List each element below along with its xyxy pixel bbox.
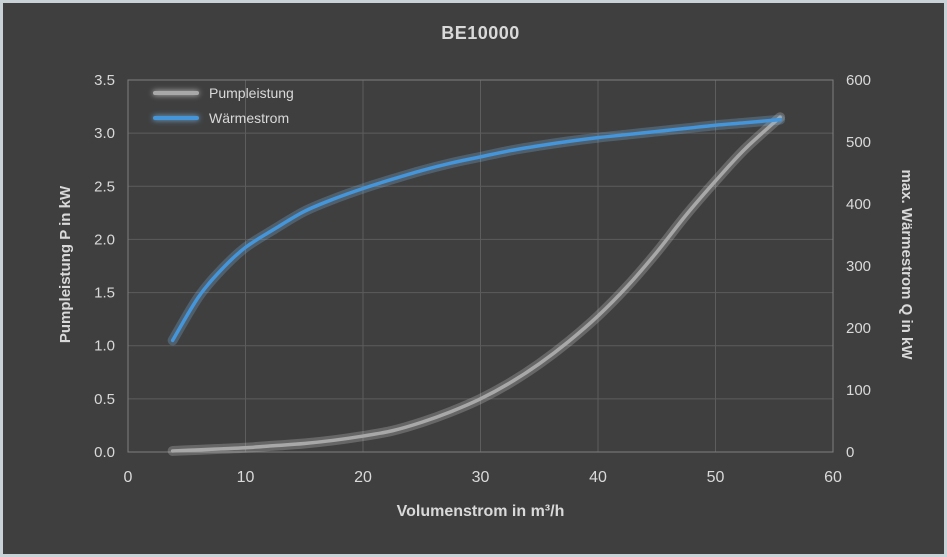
x-tick-label: 40 bbox=[589, 469, 607, 486]
y-axis-title-left: Pumpleistung P in kW bbox=[57, 185, 74, 344]
series-line-1 bbox=[170, 117, 782, 343]
series-glow-1 bbox=[167, 114, 786, 346]
plot-border bbox=[127, 79, 834, 453]
legend-item-pumpleistung: Pumpleistung bbox=[153, 85, 294, 101]
chart-legend: Pumpleistung Wärmestrom bbox=[153, 85, 294, 126]
y-tick-label-left: 2.0 bbox=[94, 231, 115, 248]
legend-item-waermestrom: Wärmestrom bbox=[153, 110, 294, 126]
y-tick-label-right: 100 bbox=[846, 382, 871, 399]
y-tick-label-left: 1.0 bbox=[94, 338, 115, 355]
x-tick-label: 30 bbox=[472, 469, 490, 486]
y-axis-title-right: max. Wärmestrom Q in kW bbox=[898, 169, 915, 360]
x-axis-title: Volumenstrom in m³/h bbox=[396, 503, 565, 520]
x-tick-label: 20 bbox=[354, 469, 372, 486]
legend-label-waermestrom: Wärmestrom bbox=[209, 110, 290, 126]
series-line-0 bbox=[170, 115, 782, 453]
y-tick-label-left: 3.0 bbox=[94, 125, 115, 142]
x-tick-label: 10 bbox=[237, 469, 255, 486]
y-tick-label-left: 3.5 bbox=[94, 72, 115, 89]
y-tick-label-left: 0.0 bbox=[94, 444, 115, 461]
y-tick-label-right: 400 bbox=[846, 196, 871, 213]
y-tick-label-right: 500 bbox=[846, 134, 871, 151]
legend-line-waermestrom-icon bbox=[153, 116, 199, 120]
x-tick-label: 50 bbox=[707, 469, 725, 486]
x-tick-label: 0 bbox=[124, 469, 133, 486]
y-tick-label-left: 0.5 bbox=[94, 391, 115, 408]
chart-plot-area: 0 10 20 30 40 50 60 0.0 0.5 1.0 1.5 2.0 2.5 3.0 3.5 0 10… bbox=[94, 72, 871, 486]
y-tick-label-right: 200 bbox=[846, 320, 871, 337]
y-tick-label-left: 2.5 bbox=[94, 178, 115, 195]
y-tick-label-left: 1.5 bbox=[94, 285, 115, 302]
x-tick-label: 60 bbox=[824, 469, 842, 486]
chart-title: BE10000 bbox=[441, 23, 520, 43]
legend-line-pumpleistung-icon bbox=[153, 91, 199, 95]
y-tick-label-right: 0 bbox=[846, 444, 854, 461]
y-tick-label-right: 300 bbox=[846, 258, 871, 275]
legend-label-pumpleistung: Pumpleistung bbox=[209, 85, 294, 101]
y-tick-label-right: 600 bbox=[846, 72, 871, 89]
